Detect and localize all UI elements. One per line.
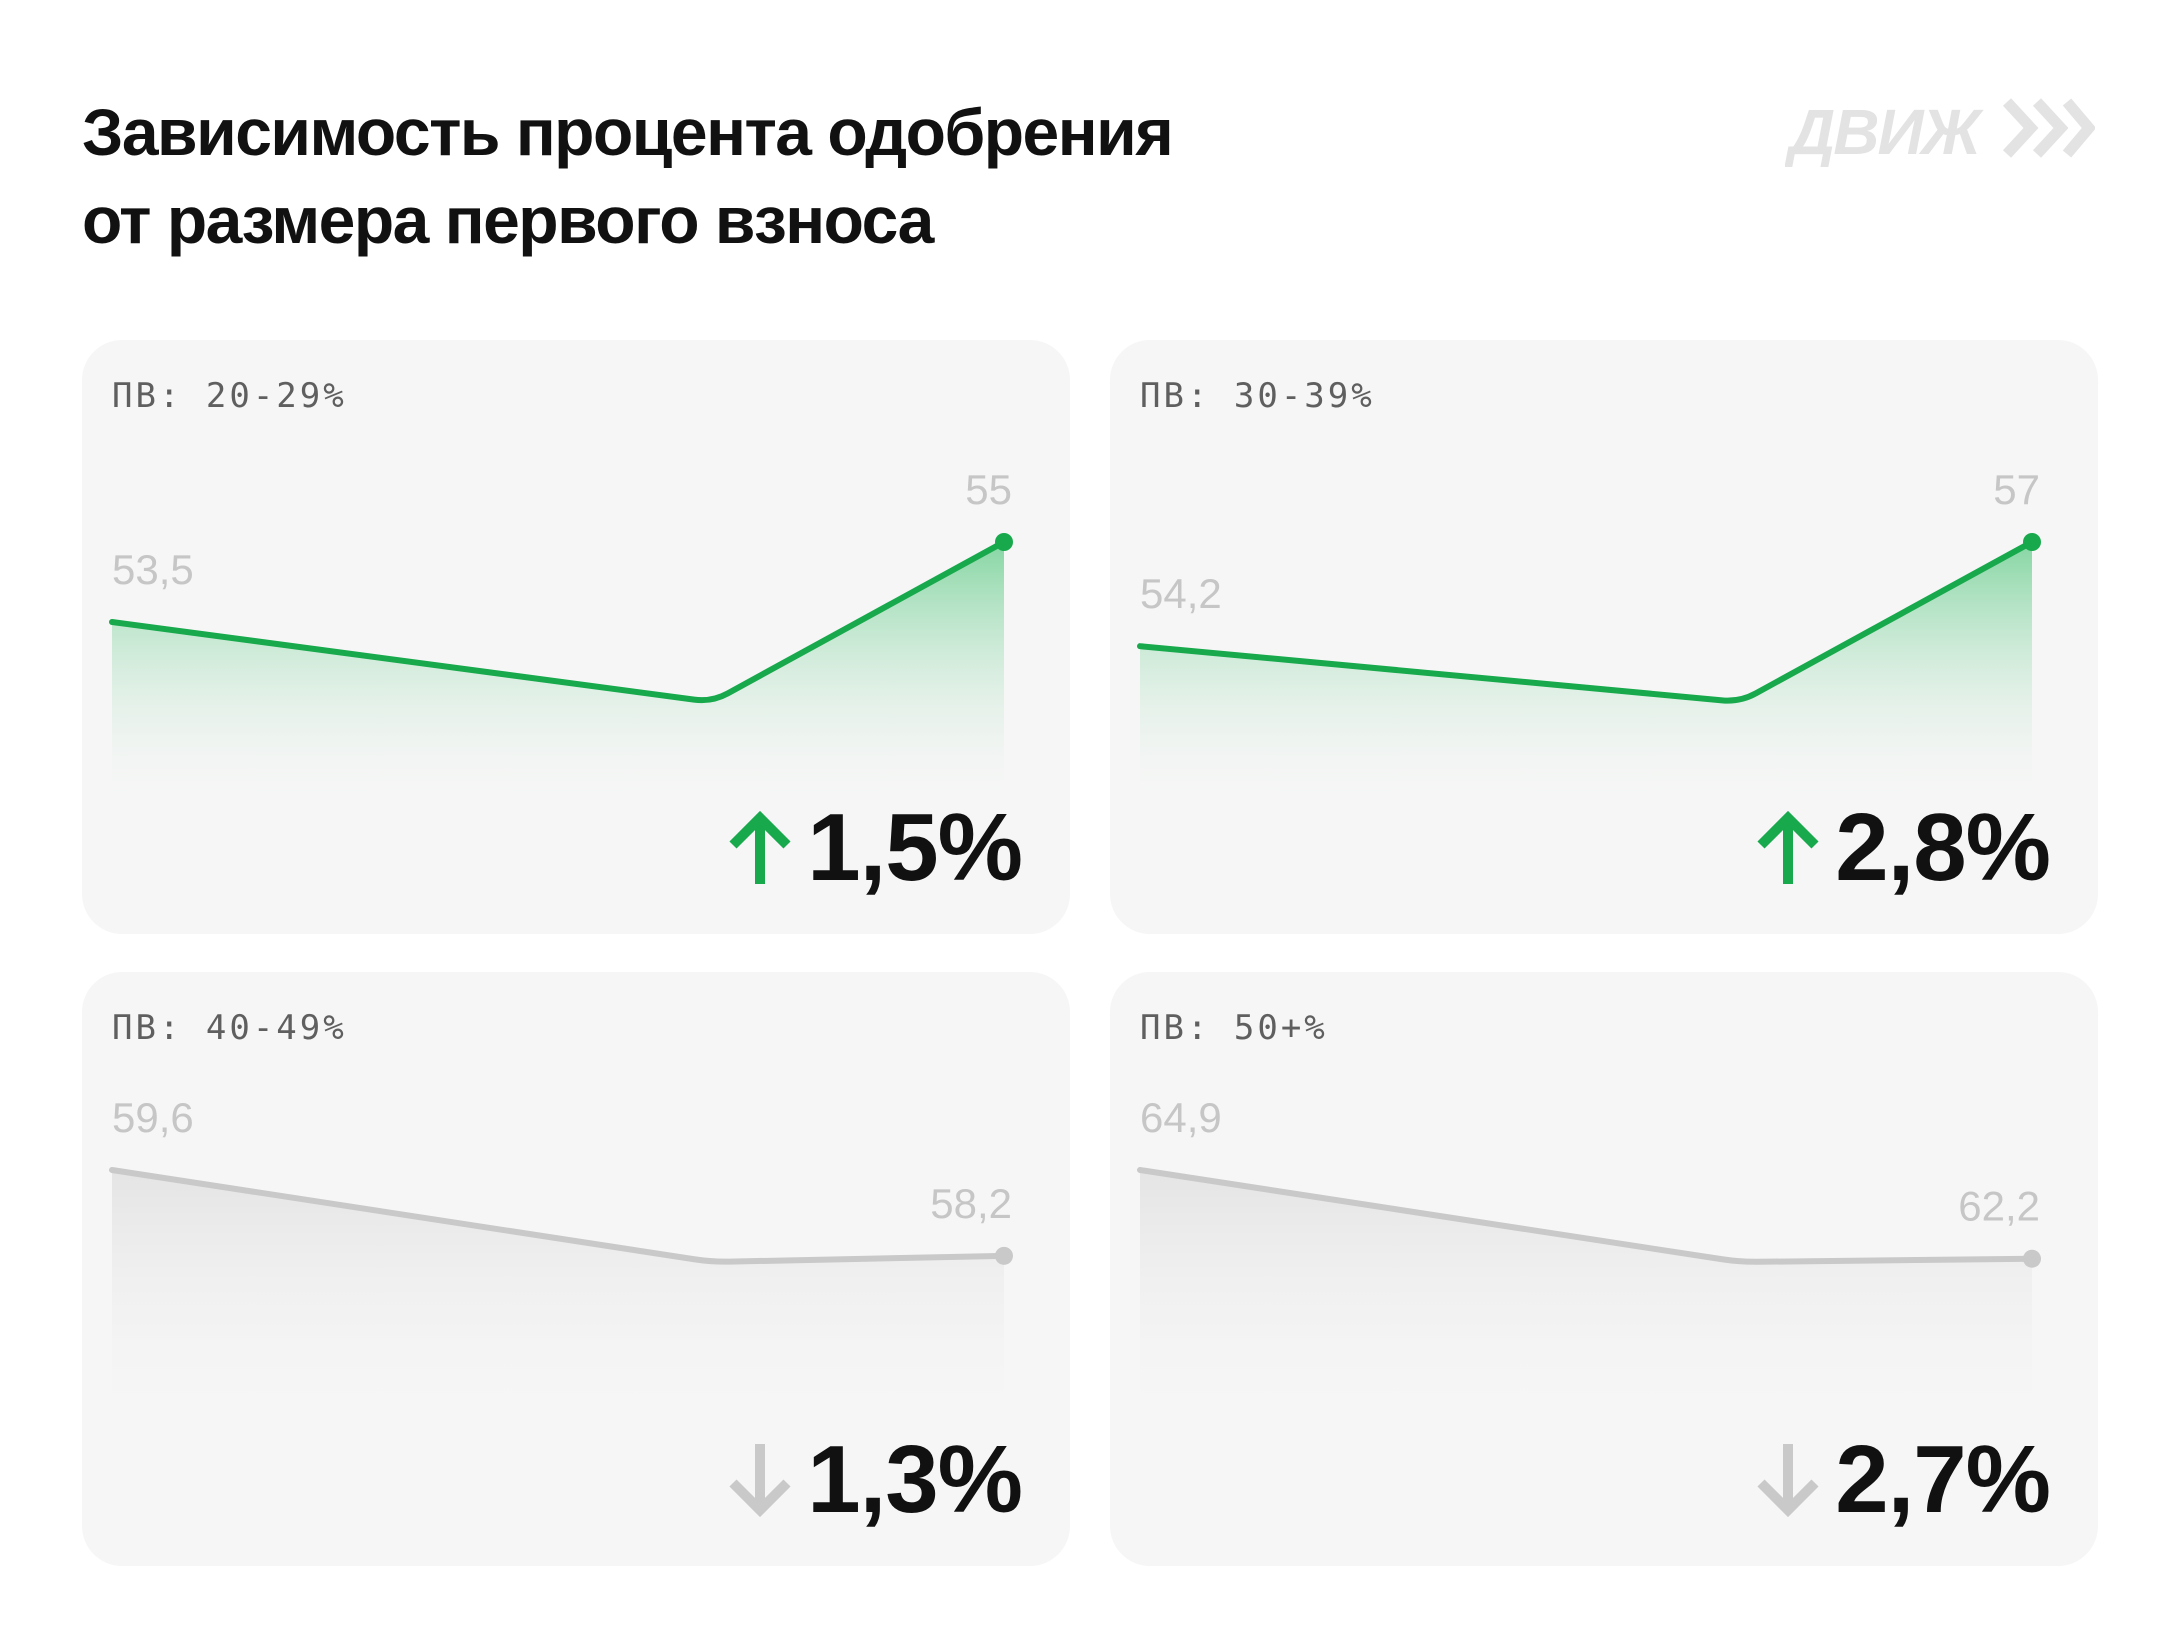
value-label: 53,5 <box>112 546 194 593</box>
area-fill <box>112 1170 1004 1442</box>
change-value: 1,3% <box>807 1426 1023 1533</box>
change-value: 1,5% <box>807 794 1023 901</box>
series-line <box>1137 539 2035 704</box>
arrow-up-icon <box>729 810 791 884</box>
value-label: 55 <box>965 466 1012 513</box>
page-title-line-2: от размера первого взноса <box>82 183 934 257</box>
line-chart: 53,5 55 <box>109 466 1013 810</box>
area-fill <box>1140 1170 2032 1442</box>
change-value: 2,8% <box>1835 794 2051 901</box>
value-label: 64,9 <box>1140 1094 1222 1141</box>
change-indicator: 2,8% <box>1755 794 2051 901</box>
value-label: 62,2 <box>1958 1183 2040 1230</box>
page-title-line-1: Зависимость процента одобрения <box>82 95 1174 169</box>
panel-label: ПВ: 30-39% <box>1140 376 1375 416</box>
line-chart: 54,2 57 <box>1137 466 2041 810</box>
series-line <box>109 1167 1007 1265</box>
arrow-down-icon <box>1757 1444 1819 1518</box>
chart-panel-2: ПВ: 30-39% 54,2 57 2,8% <box>1110 340 2098 934</box>
series-line <box>1137 1167 2035 1265</box>
end-point-marker <box>2023 1249 2041 1268</box>
end-point-marker <box>995 533 1013 551</box>
line-chart: 59,6 58,2 <box>109 1094 1013 1442</box>
panel-label: ПВ: 40-49% <box>112 1008 347 1048</box>
area-fill <box>1140 542 2032 810</box>
value-label: 57 <box>1993 466 2040 513</box>
panel-label: ПВ: 50+% <box>1140 1008 1328 1048</box>
page-title: Зависимость процента одобрения от размер… <box>82 88 1174 264</box>
chart-panel-4: ПВ: 50+% 64,9 62,2 2,7% <box>1110 972 2098 1566</box>
arrow-down-icon <box>729 1444 791 1518</box>
brand-logo: ДВИЖ <box>1785 96 2095 168</box>
brand-logo-text: ДВИЖ <box>1785 96 1984 168</box>
value-label: 58,2 <box>930 1180 1012 1227</box>
double-chevron-right-icon <box>2002 98 2095 158</box>
end-point-marker <box>2023 533 2041 551</box>
change-indicator: 1,3% <box>727 1426 1023 1533</box>
value-label: 59,6 <box>112 1094 194 1141</box>
area-fill <box>112 542 1004 810</box>
chart-panel-3: ПВ: 40-49% 59,6 58,2 1,3% <box>82 972 1070 1566</box>
arrow-up-icon <box>1757 810 1819 884</box>
change-indicator: 2,7% <box>1755 1426 2051 1533</box>
panel-label: ПВ: 20-29% <box>112 376 347 416</box>
line-chart: 64,9 62,2 <box>1137 1094 2041 1442</box>
change-value: 2,7% <box>1835 1426 2051 1533</box>
end-point-marker <box>995 1246 1013 1265</box>
chart-panel-1: ПВ: 20-29% 53,5 55 1,5% <box>82 340 1070 934</box>
series-line <box>109 539 1007 704</box>
change-indicator: 1,5% <box>727 794 1023 901</box>
value-label: 54,2 <box>1140 570 1222 617</box>
